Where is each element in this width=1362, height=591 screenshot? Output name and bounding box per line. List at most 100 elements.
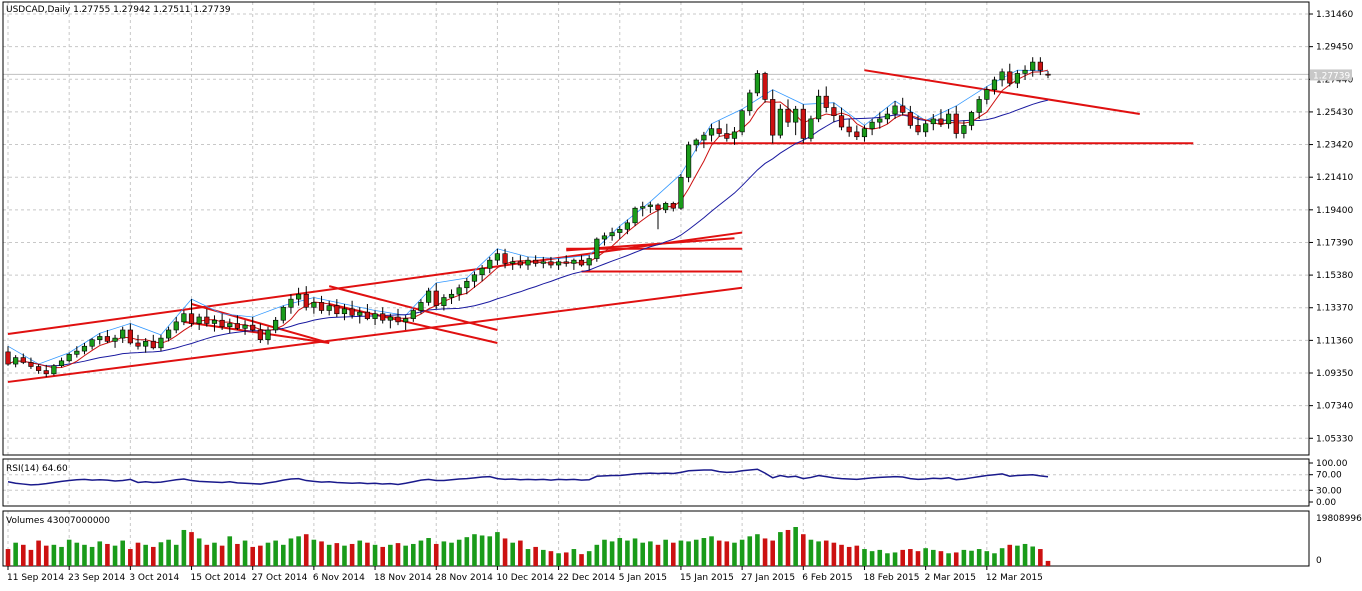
candle-body (74, 350, 80, 355)
price-tick-label: 1.21410 (1316, 173, 1353, 183)
candle (165, 326, 172, 342)
candle (334, 299, 340, 317)
candle-body (915, 125, 921, 133)
volume-bar (487, 536, 493, 566)
candle (471, 271, 478, 288)
candle-body (433, 290, 439, 306)
price-tick-label: 1.17390 (1316, 238, 1353, 248)
rsi-indicator (7, 468, 1049, 486)
candle (548, 256, 554, 269)
volume-bar (961, 549, 967, 566)
candle (884, 107, 891, 124)
moving-averages (7, 69, 1049, 369)
candle-body (295, 293, 302, 300)
volume-bar (602, 539, 607, 566)
volume-bar (112, 545, 118, 566)
volume-bar (778, 532, 783, 566)
volume-bar (755, 534, 760, 566)
candle-body (716, 128, 722, 134)
candle-body (900, 105, 906, 113)
candle (617, 226, 623, 240)
candle (892, 101, 898, 119)
candle-body (410, 310, 416, 319)
candle (1014, 70, 1021, 89)
candlesticks (5, 57, 1051, 378)
candle-body (961, 125, 967, 134)
candle (563, 255, 569, 267)
volume-bar (334, 543, 340, 566)
volume-bar (326, 544, 332, 566)
candle-body (43, 370, 49, 375)
volume-tick-label: 19808996925 (1316, 514, 1362, 524)
candle (433, 282, 439, 309)
candle (701, 131, 707, 149)
current-price-label: 1.27739 (1313, 71, 1350, 81)
time-tick-label: 18 Nov 2014 (374, 573, 432, 583)
volume-bar (97, 541, 103, 566)
candle-body (647, 204, 653, 207)
candle-body (479, 267, 485, 276)
candle (640, 201, 646, 217)
candle-body (869, 121, 875, 129)
candle (793, 105, 799, 136)
volume-bar (533, 546, 538, 566)
volume-bar (525, 549, 531, 566)
candle (663, 201, 669, 214)
candle-body (731, 131, 738, 139)
trendline (328, 303, 498, 344)
candle-body (968, 112, 975, 126)
candle (410, 308, 416, 322)
candle (104, 329, 111, 343)
candle-body (188, 313, 195, 324)
candle (907, 105, 913, 129)
volume-bar (13, 542, 18, 566)
candle-body (135, 342, 141, 347)
candle-body (877, 118, 883, 123)
candle-body (854, 131, 860, 138)
volume-bar (1015, 545, 1020, 566)
candle-body (364, 311, 371, 319)
candle (555, 258, 562, 270)
candle (288, 294, 294, 314)
candle-body (35, 366, 42, 371)
candle (601, 232, 608, 246)
volume-bar (839, 544, 844, 566)
candle-body (158, 337, 164, 349)
candle-body (112, 337, 118, 342)
candle (708, 123, 715, 142)
volume-bar (227, 536, 233, 566)
candle-body (288, 298, 294, 308)
volume-bar (594, 544, 600, 566)
volume-bar (120, 540, 125, 566)
volume-bar (105, 543, 110, 566)
candle (43, 364, 49, 378)
volume-bar (892, 552, 898, 566)
candle-body (234, 323, 241, 329)
candle-body (785, 108, 791, 123)
candle (441, 294, 447, 311)
volume-bar (441, 541, 447, 566)
candle-body (586, 258, 592, 266)
candle-body (464, 280, 470, 289)
candle-body (502, 253, 508, 264)
candle (380, 307, 386, 324)
volume-bars (5, 527, 1051, 566)
candle-body (701, 134, 707, 141)
volume-bar (984, 551, 990, 566)
volume-bar (82, 544, 87, 566)
volume-bar (380, 546, 385, 566)
candle-body (441, 297, 447, 306)
volume-bar (854, 545, 860, 566)
candle (1045, 71, 1051, 79)
volume-bar (212, 542, 217, 566)
candle (838, 107, 845, 131)
candle-body (403, 318, 409, 323)
candle-body (953, 113, 959, 134)
candle-body (173, 321, 179, 331)
candle (685, 141, 692, 183)
candle (51, 364, 57, 376)
candle (961, 120, 967, 139)
candle (632, 206, 638, 227)
